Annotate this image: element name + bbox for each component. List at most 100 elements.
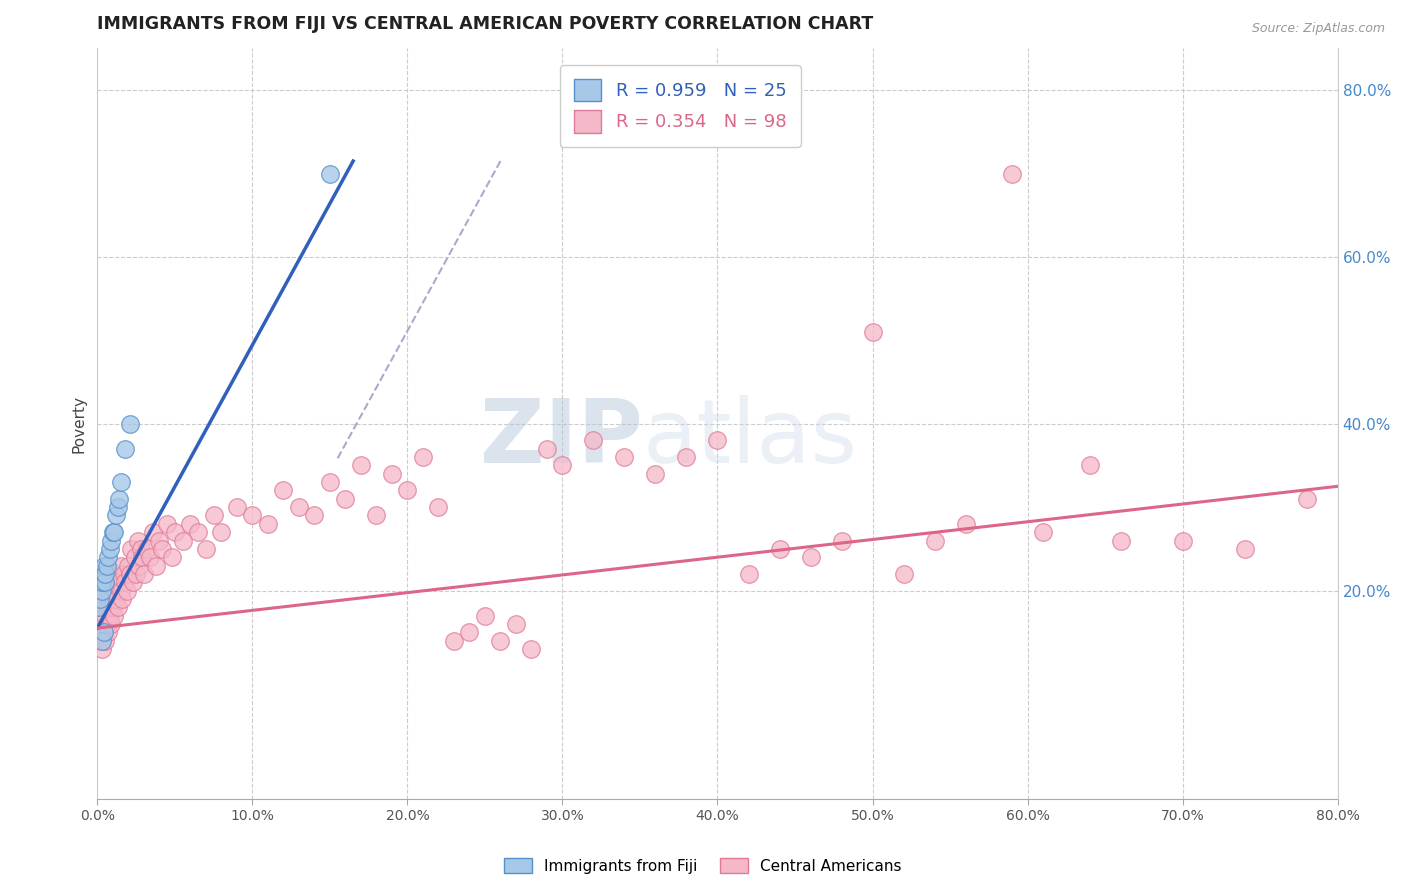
Point <box>396 483 419 498</box>
Point <box>768 541 790 556</box>
Point <box>93 600 115 615</box>
Point <box>127 533 149 548</box>
Point <box>101 525 124 540</box>
Point <box>94 575 117 590</box>
Text: ZIP: ZIP <box>481 395 643 483</box>
Point <box>89 575 111 590</box>
Point <box>613 450 636 464</box>
Point <box>1109 533 1132 548</box>
Point <box>536 442 558 456</box>
Point <box>335 491 357 506</box>
Point <box>122 575 145 590</box>
Point <box>209 525 232 540</box>
Point <box>1001 167 1024 181</box>
Legend: Immigrants from Fiji, Central Americans: Immigrants from Fiji, Central Americans <box>498 852 908 880</box>
Point <box>148 533 170 548</box>
Point <box>152 541 174 556</box>
Point <box>94 608 117 623</box>
Point <box>156 516 179 531</box>
Point <box>97 625 120 640</box>
Point <box>110 583 132 598</box>
Point <box>112 566 135 581</box>
Point <box>100 591 122 606</box>
Point <box>104 591 127 606</box>
Point <box>107 600 129 615</box>
Point <box>458 625 481 640</box>
Point <box>160 550 183 565</box>
Point <box>366 508 388 523</box>
Point <box>110 475 132 490</box>
Point <box>319 167 342 181</box>
Text: atlas: atlas <box>643 395 858 483</box>
Point <box>893 566 915 581</box>
Point <box>242 508 264 523</box>
Point <box>304 508 326 523</box>
Point <box>179 516 201 531</box>
Point <box>187 525 209 540</box>
Point <box>93 558 115 573</box>
Point <box>131 550 153 565</box>
Point <box>100 616 122 631</box>
Point <box>94 633 117 648</box>
Point <box>163 525 186 540</box>
Point <box>924 533 946 548</box>
Point <box>87 566 110 581</box>
Point <box>1295 491 1317 506</box>
Point <box>831 533 853 548</box>
Point <box>103 608 125 623</box>
Point <box>799 550 821 565</box>
Point <box>427 500 450 515</box>
Point <box>114 442 136 456</box>
Y-axis label: Poverty: Poverty <box>72 395 86 453</box>
Point <box>98 541 121 556</box>
Point <box>120 541 142 556</box>
Point <box>955 516 977 531</box>
Point <box>97 550 120 565</box>
Point <box>225 500 247 515</box>
Point <box>94 566 117 581</box>
Point <box>103 525 125 540</box>
Point <box>381 467 404 481</box>
Point <box>89 591 111 606</box>
Point <box>101 575 124 590</box>
Point <box>644 467 666 481</box>
Point <box>273 483 295 498</box>
Point <box>91 583 114 598</box>
Text: Source: ZipAtlas.com: Source: ZipAtlas.com <box>1251 22 1385 36</box>
Point <box>103 583 125 598</box>
Text: IMMIGRANTS FROM FIJI VS CENTRAL AMERICAN POVERTY CORRELATION CHART: IMMIGRANTS FROM FIJI VS CENTRAL AMERICAN… <box>97 15 873 33</box>
Point <box>1078 458 1101 473</box>
Point <box>114 575 136 590</box>
Point <box>1171 533 1194 548</box>
Point <box>93 566 115 581</box>
Point <box>100 533 122 548</box>
Point <box>91 642 114 657</box>
Point <box>202 508 225 523</box>
Point <box>288 500 311 515</box>
Point <box>115 583 138 598</box>
Point <box>132 566 155 581</box>
Point <box>489 633 512 648</box>
Point <box>706 434 728 448</box>
Point <box>520 642 543 657</box>
Point <box>129 541 152 556</box>
Point <box>97 600 120 615</box>
Point <box>104 508 127 523</box>
Point <box>91 575 114 590</box>
Point <box>96 616 118 631</box>
Point <box>737 566 759 581</box>
Legend: R = 0.959   N = 25, R = 0.354   N = 98: R = 0.959 N = 25, R = 0.354 N = 98 <box>560 65 801 147</box>
Point <box>194 541 217 556</box>
Point <box>98 608 121 623</box>
Point <box>89 616 111 631</box>
Point <box>128 558 150 573</box>
Point <box>110 558 132 573</box>
Point <box>101 600 124 615</box>
Point <box>172 533 194 548</box>
Point <box>443 633 465 648</box>
Point <box>117 558 139 573</box>
Point <box>108 575 131 590</box>
Point <box>98 583 121 598</box>
Point <box>319 475 342 490</box>
Point <box>118 566 141 581</box>
